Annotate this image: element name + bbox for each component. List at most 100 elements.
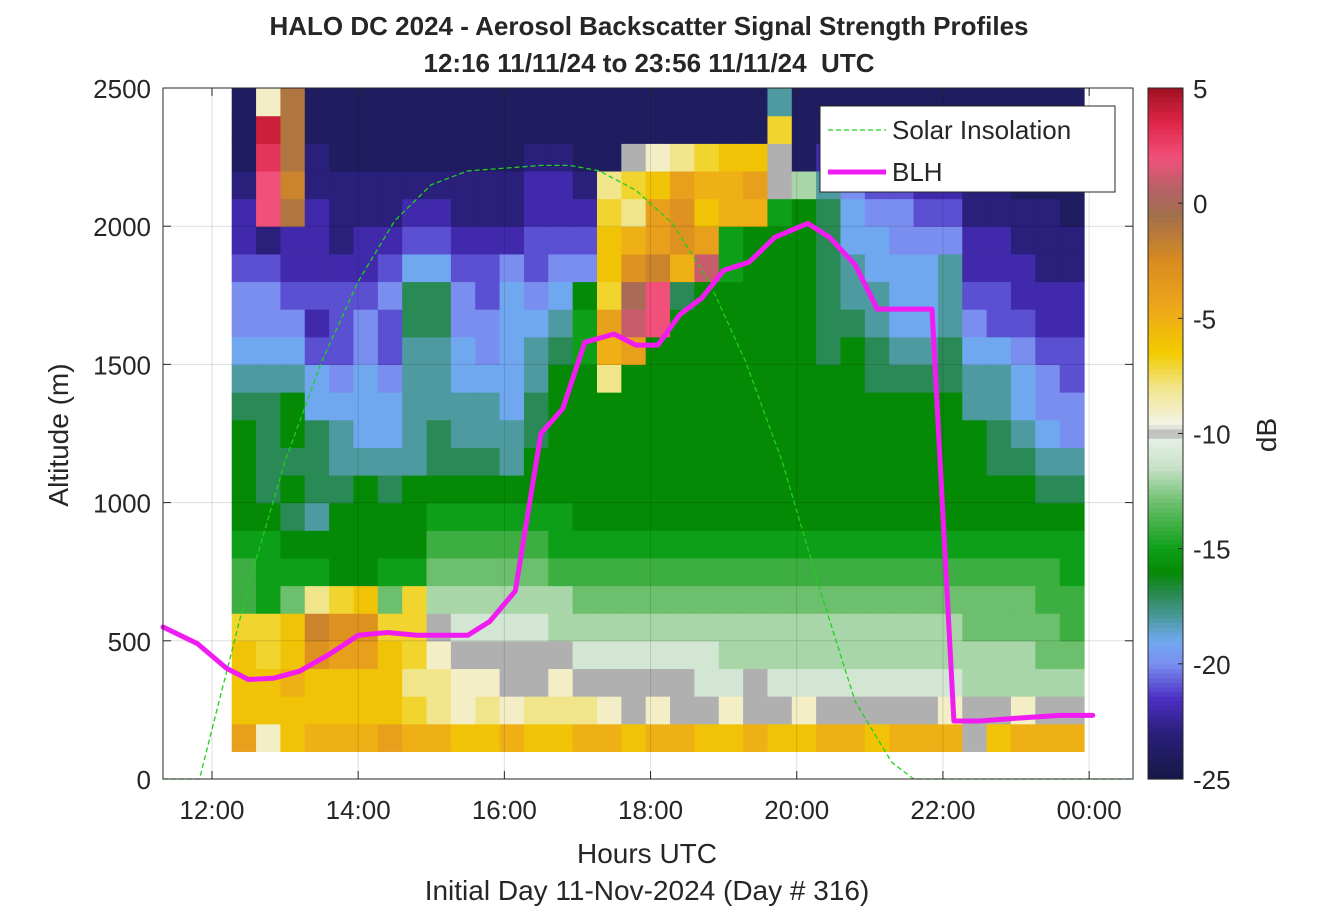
colorbar-segment xyxy=(1148,175,1183,181)
colorbar-segment xyxy=(1148,138,1183,144)
colorbar-segment xyxy=(1148,765,1183,771)
heatmap-cell xyxy=(694,474,720,504)
heatmap-cell xyxy=(670,115,695,144)
colorbar-segment xyxy=(1148,226,1183,232)
heatmap-cell xyxy=(353,115,379,144)
heatmap-cell xyxy=(962,419,988,448)
heatmap-cell xyxy=(256,585,282,614)
colorbar-segment xyxy=(1148,240,1183,246)
colorbar-segment xyxy=(1148,769,1183,775)
heatmap-cell xyxy=(426,226,452,255)
colorbar-segment xyxy=(1148,530,1183,536)
heatmap-cell xyxy=(1035,585,1061,614)
heatmap-cell xyxy=(718,143,744,172)
heatmap-cell xyxy=(596,336,622,365)
heatmap-cell xyxy=(402,447,428,476)
colorbar-segment xyxy=(1148,696,1183,702)
heatmap-cell xyxy=(840,502,866,531)
heatmap-cell xyxy=(864,696,890,725)
heatmap-cell xyxy=(1035,419,1061,448)
heatmap-cell xyxy=(694,502,720,531)
heatmap-cell xyxy=(791,170,817,200)
heatmap-cell xyxy=(889,474,915,504)
heatmap-cell xyxy=(913,474,939,504)
heatmap-cell xyxy=(572,419,598,448)
heatmap-cell xyxy=(450,253,476,283)
heatmap-cell xyxy=(718,419,744,448)
heatmap-cell xyxy=(450,281,476,310)
heatmap-cell xyxy=(231,474,257,504)
heatmap-cell xyxy=(231,115,257,144)
heatmap-cell xyxy=(572,613,598,642)
heatmap-cell xyxy=(280,364,306,393)
heatmap-cell xyxy=(743,198,769,227)
colorbar-segment xyxy=(1148,364,1183,370)
heatmap-cell xyxy=(937,253,963,283)
heatmap-cell xyxy=(694,392,720,421)
colorbar-segment xyxy=(1148,626,1183,633)
heatmap-cell xyxy=(329,198,355,227)
heatmap-cell xyxy=(329,143,355,172)
heatmap-cell xyxy=(767,198,793,227)
colorbar-segment xyxy=(1148,341,1183,347)
heatmap-cell xyxy=(937,198,963,227)
heatmap-cell xyxy=(329,226,355,255)
heatmap-cell xyxy=(767,170,793,200)
heatmap-cell xyxy=(256,696,282,725)
heatmap-cell xyxy=(523,668,549,697)
heatmap-cell xyxy=(621,392,647,421)
heatmap-cell xyxy=(1059,364,1085,393)
heatmap-cell xyxy=(548,309,574,338)
heatmap-cell xyxy=(596,392,622,421)
heatmap-cell xyxy=(377,88,403,117)
heatmap-cell xyxy=(523,696,549,725)
heatmap-cell xyxy=(280,530,306,559)
heatmap-cell xyxy=(621,447,647,476)
heatmap-cell xyxy=(1035,613,1061,642)
colorbar-segment xyxy=(1148,322,1183,329)
colorbar-label: dB xyxy=(1251,418,1282,452)
heatmap-cell xyxy=(523,723,549,752)
heatmap-cell xyxy=(596,88,622,117)
heatmap-cell xyxy=(499,419,525,448)
heatmap-cell xyxy=(596,696,622,725)
colorbar-segment xyxy=(1148,686,1183,693)
heatmap-cell xyxy=(475,392,501,421)
colorbar-segment xyxy=(1148,622,1183,628)
heatmap-cell xyxy=(256,198,282,227)
heatmap-cell xyxy=(499,170,525,200)
heatmap-cell xyxy=(596,281,622,310)
colorbar-segment xyxy=(1148,548,1183,554)
colorbar-segment xyxy=(1148,640,1183,647)
heatmap-cell xyxy=(1059,613,1085,642)
heatmap-cell xyxy=(718,170,744,200)
colorbar-segment xyxy=(1148,147,1183,154)
colorbar-segment xyxy=(1148,746,1183,752)
heatmap-cell xyxy=(499,88,525,117)
heatmap-cell xyxy=(499,696,525,725)
colorbar-segment xyxy=(1148,447,1183,453)
heatmap-cell xyxy=(913,253,939,283)
heatmap-cell xyxy=(450,502,476,531)
colorbar-segment xyxy=(1148,235,1183,241)
heatmap-cell xyxy=(499,281,525,310)
colorbar-segment xyxy=(1148,355,1183,361)
colorbar-segment xyxy=(1148,410,1183,416)
colorbar-segment xyxy=(1148,521,1183,527)
colorbar-segment xyxy=(1148,152,1183,158)
heatmap-cell xyxy=(377,557,403,587)
heatmap-cell xyxy=(840,447,866,476)
heatmap-cell xyxy=(523,170,549,200)
heatmap-cell xyxy=(475,170,501,200)
heatmap-cell xyxy=(548,530,574,559)
colorbar-segment xyxy=(1148,97,1183,103)
heatmap-cell xyxy=(450,170,476,200)
colorbar-segment xyxy=(1148,332,1183,338)
heatmap-cell xyxy=(377,309,403,338)
heatmap-cell xyxy=(572,723,598,752)
heatmap-cell xyxy=(840,309,866,338)
heatmap-cell xyxy=(791,336,817,365)
heatmap-cell xyxy=(1035,474,1061,504)
colorbar-segment xyxy=(1148,474,1183,481)
y-tick-label: 2000 xyxy=(93,212,151,242)
